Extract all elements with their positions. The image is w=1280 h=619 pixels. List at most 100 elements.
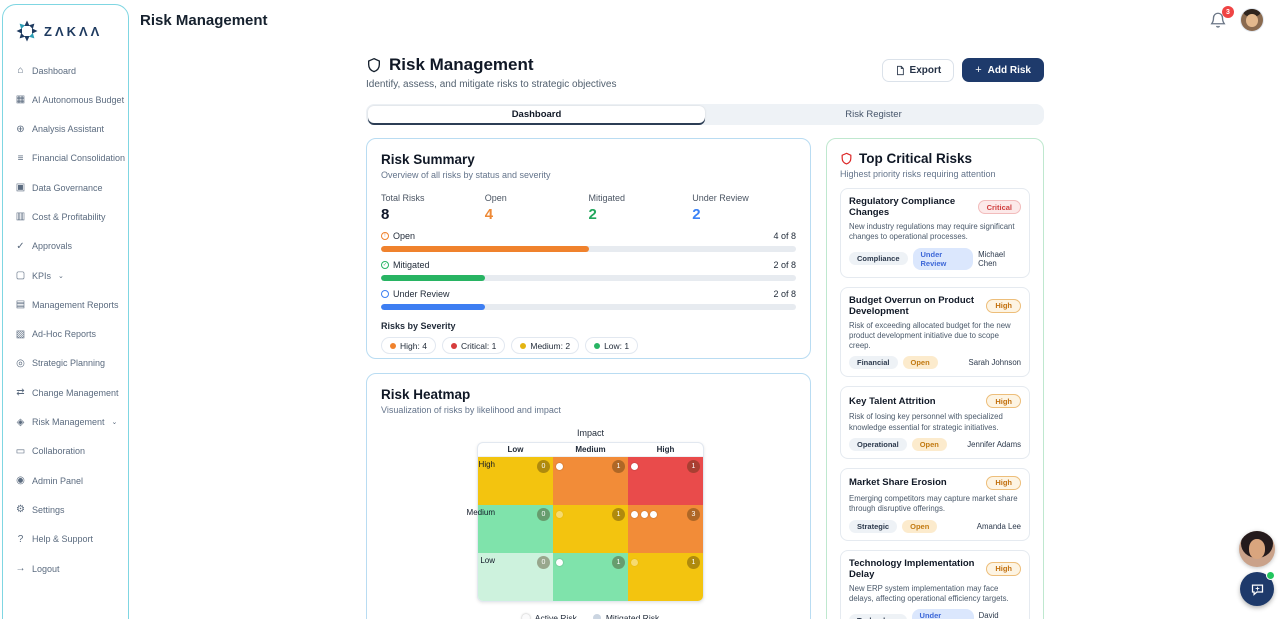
severity-pill-label: Medium: 2 (530, 340, 571, 351)
chevron-down-icon: ⌄ (58, 272, 64, 280)
risk-title: Technology Implementation Delay (849, 557, 975, 580)
severity-badge: High (986, 394, 1021, 409)
sidebar-item-management-reports[interactable]: ▤ Management Reports (15, 299, 122, 310)
cell-count-badge: 1 (687, 460, 700, 473)
notifications-button[interactable]: 3 (1209, 6, 1234, 29)
sidebar-item-admin-panel[interactable]: ◉ Admin Panel (15, 475, 122, 486)
risk-owner: David Wilson (978, 611, 999, 619)
risk-summary-subtitle: Overview of all risks by status and seve… (381, 170, 551, 180)
sidebar-item-label: Data Governance (32, 182, 103, 193)
sidebar-item-label: Financial Consolidation (32, 153, 126, 164)
active-legend-dot (521, 614, 530, 619)
sidebar-item-ai-autonomous-budget[interactable]: ▦ AI Autonomous Budget (15, 94, 124, 106)
add-risk-button[interactable]: + Add Risk (962, 58, 1044, 82)
status-tag: Open (911, 437, 947, 451)
sidebar-item-label: Strategic Planning (32, 358, 106, 369)
heatmap-cell-high-high: 1 (628, 457, 703, 505)
logo[interactable]: ZΛKΛΛ (15, 19, 122, 43)
likelihood-label-medium: Medium (466, 508, 495, 517)
status-tag: Under Review (912, 247, 974, 270)
heatmap-grid: Low Medium High 0 1 1 0 1 3 0 1 1 (477, 442, 704, 602)
risk-card-market-share-erosion[interactable]: Market Share Erosion High Emerging competi… (840, 467, 1030, 541)
sidebar-item-change-management[interactable]: ⇄ Change Management (15, 387, 122, 398)
risk-summary-title: Risk Summary (381, 152, 475, 167)
sidebar-item-settings[interactable]: ⚙ Settings (15, 504, 122, 515)
stat-value: 2 (588, 206, 597, 223)
heatmap-grid-zone: Low Medium High 0 1 1 0 1 3 0 1 1 High Medium Low (467, 442, 704, 602)
risk-description: Risk of losing key personnel with specia… (849, 412, 1003, 432)
severity-dot (390, 342, 396, 349)
active-risk-dot (556, 463, 563, 470)
bot-icon: ▦ (15, 94, 26, 106)
risk-card-technology-implementation-delay[interactable]: Technology Implementation Delay High New E… (840, 549, 1030, 619)
status-tag: Under Review (911, 609, 974, 619)
sidebar-item-logout[interactable]: → Logout (15, 563, 122, 574)
sidebar-item-data-governance[interactable]: ▣ Data Governance (15, 182, 122, 193)
category-tag: Compliance (849, 252, 908, 266)
risk-owner: Michael Chen (978, 249, 1005, 268)
stat-label: Mitigated (588, 193, 626, 203)
severity-title: Risks by Severity (381, 321, 456, 331)
page-heading: Risk Management (389, 55, 534, 74)
risk-card-budget-overrun-on-product-development[interactable]: Budget Overrun on Product Development Hig… (840, 286, 1030, 378)
risk-title: Regulatory Compliance Changes (849, 196, 956, 218)
legend-label: Mitigated Risk (605, 613, 660, 619)
sidebar-item-help-support[interactable]: ? Help & Support (15, 534, 122, 545)
heatmap-title: Risk Heatmap (381, 387, 471, 402)
stat-under-review: Under Review 2 (692, 193, 796, 223)
status-bar-open: ! Open 4 of 8 (381, 231, 796, 252)
sidebar-item-risk-management[interactable]: ◈ Risk Management ⌄ (15, 417, 122, 428)
home-icon: ⌂ (17, 65, 24, 76)
sidebar-item-ad-hoc-reports[interactable]: ▧ Ad-Hoc Reports (15, 329, 122, 340)
sidebar-item-approvals[interactable]: ✓ Approvals (15, 241, 122, 252)
risk-title: Market Share Erosion (849, 477, 947, 489)
heatmap-col-header-high: High (656, 445, 675, 454)
heatmap-cell-medium-high: 3 (628, 505, 703, 553)
risk-description: New industry regulations may require sig… (849, 222, 1015, 242)
progress-track (381, 275, 796, 281)
export-file-icon (896, 65, 904, 75)
cell-count-badge: 1 (687, 556, 700, 569)
risk-card-key-talent-attrition[interactable]: Key Talent Attrition High Risk of losing k… (840, 386, 1030, 459)
heatmap-cell-medium-medium: 1 (553, 505, 628, 553)
user-icon: ◉ (16, 475, 25, 487)
cell-count-badge: 0 (537, 460, 550, 473)
cell-count-badge: 1 (612, 460, 625, 473)
stat-label: Under Review (692, 193, 749, 203)
severity-pills: High: 4 Critical: 1 Medium: 2 Low: 1 (381, 337, 796, 354)
online-status-dot (1266, 571, 1275, 580)
export-button[interactable]: Export (881, 58, 955, 82)
summary-bars: ! Open 4 of 8 ✓ Mitigated 2 of 8 Under Review 2… (381, 231, 796, 310)
severity-pill-high: High: 4 (381, 337, 436, 354)
severity-pill-label: Low: 1 (604, 340, 630, 351)
heatmap-rows: 0 1 1 0 1 3 0 1 1 (478, 457, 703, 601)
tab-risk-register[interactable]: Risk Register (845, 109, 902, 120)
people-change-icon: ⇄ (16, 387, 25, 399)
risk-card-regulatory-compliance-changes[interactable]: Regulatory Compliance Changes Critical New… (840, 188, 1030, 278)
report-icon: ▤ (15, 299, 26, 311)
risk-description: Risk of exceeding allocated budget for t… (849, 320, 1011, 351)
tab-dashboard[interactable]: Dashboard (368, 106, 705, 123)
sidebar-item-dashboard[interactable]: ⌂ Dashboard (15, 65, 122, 76)
sidebar-item-analysis-assistant[interactable]: ⊕ Analysis Assistant (15, 124, 122, 135)
severity-pill-critical: Critical: 1 (441, 337, 506, 354)
assistant-avatar[interactable] (1239, 531, 1275, 567)
sidebar-item-label: Settings (32, 504, 65, 515)
user-avatar[interactable] (1240, 8, 1264, 32)
progress-fill (381, 246, 589, 252)
active-risk-dot (631, 463, 638, 470)
sidebar-item-cost-profitability[interactable]: ▥ Cost & Profitability (15, 211, 122, 222)
sidebar-item-kpis[interactable]: ▢ KPIs ⌄ (15, 270, 122, 281)
clock-circle-icon (381, 290, 389, 298)
sidebar-item-strategic-planning[interactable]: ◎ Strategic Planning (15, 358, 122, 369)
sidebar-item-financial-consolidation[interactable]: ≡ Financial Consolidation (15, 153, 126, 164)
risk-heatmap-card: Risk Heatmap Visualization of risks by l… (366, 373, 811, 619)
chat-button[interactable] (1240, 571, 1275, 606)
heatmap-cell-medium-low: 0 (478, 505, 553, 553)
adhoc-report-icon: ▧ (15, 328, 26, 340)
sidebar-item-collaboration[interactable]: ▭ Collaboration (15, 446, 122, 457)
sidebar-item-label: Dashboard (32, 65, 77, 76)
help-icon: ? (17, 533, 24, 545)
progress-fill (381, 304, 485, 310)
bar-count: 4 of 8 (773, 231, 796, 241)
